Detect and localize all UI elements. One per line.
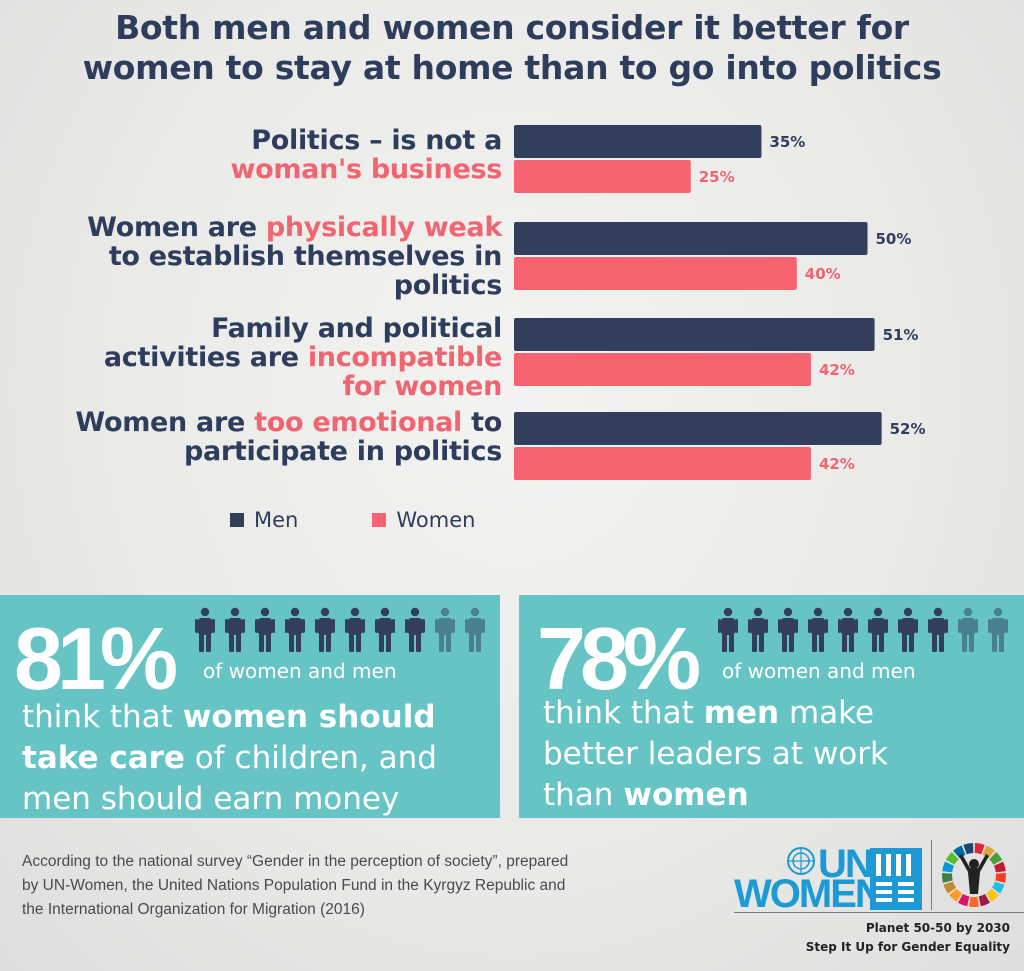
stat-left-t2-bold: take care <box>22 740 185 776</box>
stat-right-t3: than <box>543 777 624 813</box>
source-note: According to the national survey “Gender… <box>22 850 568 922</box>
stat-sub-right: of women and men <box>722 659 916 683</box>
un-women-mark-icon <box>870 848 922 910</box>
stat-left-t1-bold: women should <box>182 699 436 735</box>
legend-item-men: Men <box>230 508 298 532</box>
person-icon <box>778 607 798 652</box>
stat-left-t2: of children, and <box>184 740 437 776</box>
category-label-4-end: to <box>462 407 502 438</box>
stat-right-t3-bold: women <box>623 777 749 813</box>
bar-label-men-3: 51% <box>883 326 919 344</box>
person-icon <box>898 607 918 652</box>
category-label-4-highlight: too emotional <box>254 407 463 438</box>
stat-panel-right: 78% of women and men think that men make… <box>519 595 1024 818</box>
legend-item-women: Women <box>372 508 475 532</box>
stat-body-right: think that men make better leaders at wo… <box>543 693 888 816</box>
legend-swatch-women <box>372 513 387 527</box>
people-icons-right <box>717 607 1009 653</box>
title-line-1: Both men and women consider it better fo… <box>115 8 909 47</box>
category-label-2-text: Women are <box>87 212 266 243</box>
bar-men-3 <box>514 318 875 351</box>
stat-left-t1: think that <box>22 699 183 735</box>
tagline-line-2: Step It Up for Gender Equality <box>805 940 1010 954</box>
person-icon <box>868 607 888 652</box>
bar-label-women-3: 42% <box>819 361 855 379</box>
person-icon <box>808 607 828 652</box>
category-label-3-line-3: for women <box>342 371 503 402</box>
bar-women-1 <box>514 160 691 193</box>
category-label-3-highlight: incompatible <box>307 342 502 373</box>
person-icon <box>345 607 365 652</box>
person-icon <box>988 607 1008 652</box>
category-label-4-line-2: participate in politics <box>183 436 502 467</box>
stat-sub-left: of women and men <box>203 659 397 683</box>
person-icon <box>315 607 335 652</box>
stat-left-t3: men should earn money <box>22 781 400 817</box>
stat-right-t2: better leaders at work <box>543 736 888 772</box>
person-icon <box>405 607 425 652</box>
bar-label-men-4: 52% <box>890 420 926 438</box>
stat-percent-left: 81% <box>14 609 178 708</box>
person-icon <box>435 607 455 652</box>
person-icon <box>958 607 978 652</box>
bar-label-women-1: 25% <box>699 168 735 186</box>
person-icon <box>718 607 738 652</box>
category-label-2: Women are physically weak to establish t… <box>87 213 502 300</box>
bar-label-men-1: 35% <box>769 133 805 151</box>
legend-label-men: Men <box>254 508 299 532</box>
bar-men-1 <box>514 125 762 158</box>
person-icon <box>225 607 245 652</box>
category-label-2-highlight: physically weak <box>265 212 502 243</box>
bar-women-2 <box>514 257 797 290</box>
source-note-line-2: by UN-Women, the United Nations Populati… <box>22 877 566 894</box>
stat-percent-right: 78% <box>537 609 701 708</box>
bar-men-4 <box>514 412 882 445</box>
category-label-3-line-1: Family and political <box>211 313 502 344</box>
logo-un-text: UN <box>818 842 874 886</box>
stat-right-t1: think that <box>543 695 704 731</box>
category-label-1-line-2: woman's business <box>230 154 502 185</box>
stat-right-t1-end: make <box>779 695 875 731</box>
person-icon <box>928 607 948 652</box>
un-emblem-icon <box>787 847 815 875</box>
logo-women-text: WOMEN <box>734 872 884 916</box>
category-label-1: Politics – is not a woman's business <box>230 126 502 184</box>
stat-body-left: think that women should take care of chi… <box>22 697 437 820</box>
bar-label-women-4: 42% <box>819 455 855 473</box>
person-icon <box>285 607 305 652</box>
page-title: Both men and women consider it better fo… <box>0 8 1024 88</box>
category-label-4-text: Women are <box>75 407 255 438</box>
chart-legend: Men Women <box>230 508 549 532</box>
step-it-up-wheel-icon <box>942 843 1006 907</box>
source-note-line-1: According to the national survey “Gender… <box>22 853 569 870</box>
legend-label-women: Women <box>396 508 476 532</box>
bar-women-3 <box>514 353 811 386</box>
people-icons-left <box>194 607 486 653</box>
title-line-2: women to stay at home than to go into po… <box>82 48 942 87</box>
category-label-2-line-3: politics <box>393 270 503 301</box>
person-icon <box>838 607 858 652</box>
category-label-1-line-1: Politics – is not a <box>251 125 502 156</box>
bar-label-men-2: 50% <box>876 230 912 248</box>
category-label-3: Family and political activities are inco… <box>104 314 502 401</box>
logo-divider <box>931 840 932 910</box>
bar-chart: 35% 50% 51% 52% 25% 40% 42% 42% <box>514 125 926 480</box>
stat-panel-left: 81% of women and men think that women sh… <box>0 595 500 818</box>
person-icon <box>465 607 485 652</box>
person-icon <box>195 607 215 652</box>
bar-women-4 <box>514 447 811 480</box>
footer-divider <box>734 912 1024 913</box>
person-icon <box>375 607 395 652</box>
tagline-line-1: Planet 50-50 by 2030 <box>865 921 1010 935</box>
source-note-line-3: the International Organization for Migra… <box>22 901 365 918</box>
bar-label-women-2: 40% <box>805 265 841 283</box>
category-label-2-line-2: to establish themselves in <box>108 241 502 272</box>
person-icon <box>748 607 768 652</box>
stat-right-t1-bold: men <box>703 695 780 731</box>
legend-swatch-men <box>230 513 244 527</box>
bar-men-2 <box>514 222 868 255</box>
category-label-3-text: activities are <box>103 342 308 373</box>
category-label-4: Women are too emotional to participate i… <box>75 408 502 466</box>
person-icon <box>255 607 275 652</box>
